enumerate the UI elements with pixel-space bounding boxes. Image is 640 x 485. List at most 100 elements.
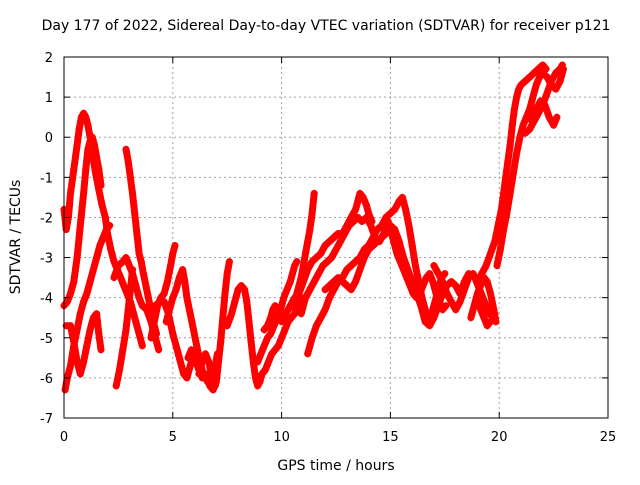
data-point [534, 65, 542, 73]
data-point [138, 342, 146, 350]
x-axis-label: GPS time / hours [277, 458, 394, 474]
data-point [552, 85, 560, 93]
data-point [537, 97, 545, 105]
series-arc-29 [528, 97, 561, 129]
data-point [553, 113, 561, 121]
data-point [526, 73, 534, 81]
data-point [419, 282, 427, 290]
data-point [310, 189, 318, 197]
data-point [452, 306, 460, 314]
data-point [137, 258, 145, 266]
data-point [297, 310, 305, 318]
data-point [356, 266, 364, 274]
y-tick-label: -2 [40, 211, 53, 226]
data-point [530, 69, 538, 77]
data-point [223, 270, 231, 278]
data-point [558, 61, 566, 69]
data-point [271, 346, 279, 354]
plot-frame [63, 56, 609, 419]
data-point [494, 221, 502, 229]
data-point [280, 294, 288, 302]
x-tick-label: 15 [382, 430, 399, 445]
series-trace [473, 61, 550, 286]
data-point [532, 105, 540, 113]
data-point [503, 209, 511, 217]
data-point [283, 286, 291, 294]
data-point [543, 89, 551, 97]
data-point [362, 213, 370, 221]
data-point [321, 286, 329, 294]
data-point [516, 133, 524, 141]
data-point [183, 374, 191, 382]
series-arc-6 [112, 266, 137, 390]
data-point [198, 358, 206, 366]
data-point [539, 61, 547, 69]
y-tick-label: -5 [40, 332, 53, 347]
data-point [150, 318, 158, 326]
data-point [486, 250, 494, 258]
data-point [205, 358, 213, 366]
data-point [347, 262, 355, 270]
data-point [515, 85, 523, 93]
data-point [302, 250, 310, 258]
data-point [479, 294, 487, 302]
data-point [386, 209, 394, 217]
data-point [160, 298, 168, 306]
data-point [237, 282, 245, 290]
data-point [286, 278, 294, 286]
data-point [76, 310, 84, 318]
data-point [126, 173, 134, 181]
data-point [343, 266, 351, 274]
data-point [352, 205, 360, 213]
data-point [341, 229, 349, 237]
data-point [63, 298, 71, 306]
data-point [82, 113, 90, 121]
data-point [306, 286, 314, 294]
y-tick-label: -1 [40, 171, 53, 186]
data-point [330, 278, 338, 286]
data-point [402, 205, 410, 213]
y-tick-label: -7 [40, 412, 53, 427]
series-arc-26 [473, 61, 550, 286]
data-point [166, 306, 174, 314]
data-point [395, 197, 403, 205]
data-point [325, 238, 333, 246]
data-point [478, 270, 486, 278]
series-arc-25 [473, 298, 494, 330]
data-point [139, 270, 147, 278]
series-arc-22 [430, 262, 473, 314]
data-point [413, 294, 421, 302]
data-point [521, 77, 529, 85]
data-point [93, 254, 101, 262]
data-point [354, 197, 362, 205]
data-point [349, 217, 357, 225]
data-point [107, 246, 115, 254]
data-point [447, 278, 455, 286]
data-point [482, 302, 490, 310]
data-point [133, 322, 141, 330]
data-point [260, 342, 268, 350]
data-point [308, 334, 316, 342]
data-point [80, 189, 88, 197]
data-point [473, 298, 481, 306]
data-point [234, 286, 242, 294]
data-point [535, 73, 543, 81]
data-point [93, 153, 101, 161]
data-point [80, 109, 88, 117]
data-point [486, 290, 494, 298]
data-point [550, 121, 558, 129]
data-point [267, 330, 275, 338]
data-point [369, 234, 377, 241]
data-point [187, 346, 195, 354]
y-tick-label: 1 [45, 91, 53, 106]
data-point [70, 165, 78, 173]
data-point [61, 386, 69, 394]
data-point [125, 262, 133, 270]
data-point [443, 290, 451, 298]
data-point [373, 225, 381, 233]
data-point [486, 318, 494, 326]
data-point [556, 77, 564, 85]
data-point [426, 322, 434, 330]
data-point [532, 81, 540, 89]
data-point [358, 217, 366, 225]
